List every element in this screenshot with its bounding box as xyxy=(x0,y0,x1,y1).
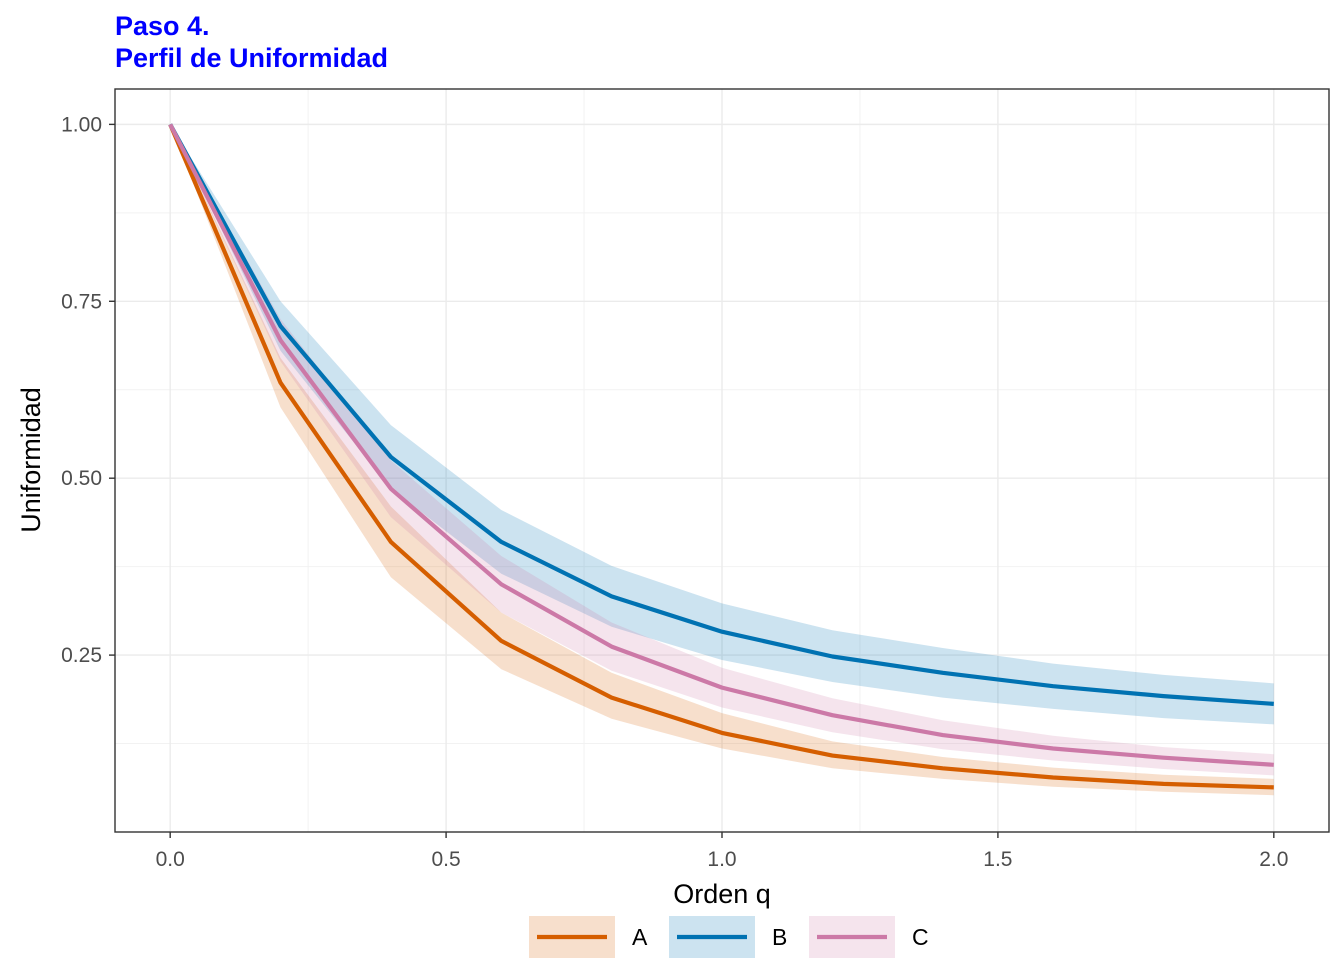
legend: A B C xyxy=(529,916,929,958)
y-tick-label: 0.25 xyxy=(61,644,102,667)
x-tick-label: 1.0 xyxy=(707,848,736,871)
legend-item-b: B xyxy=(669,916,787,958)
ribbon-b xyxy=(170,124,1274,725)
y-tick-label: 0.50 xyxy=(61,467,102,490)
legend-label: C xyxy=(912,924,929,950)
series-line-b xyxy=(168,123,1274,706)
x-axis: 0.0 0.5 1.0 1.5 2.0 xyxy=(156,832,1288,871)
x-tick-label: 2.0 xyxy=(1259,848,1288,871)
x-tick-label: 0.0 xyxy=(156,848,185,871)
confidence-ribbons xyxy=(170,124,1274,796)
chart-title-line1: Paso 4. xyxy=(115,11,210,41)
grid-lines xyxy=(115,89,1329,832)
legend-label: A xyxy=(632,924,648,950)
legend-item-a: A xyxy=(529,916,648,958)
legend-item-c: C xyxy=(809,916,929,958)
y-axis-label: Uniformidad xyxy=(16,387,46,533)
x-axis-label: Orden q xyxy=(673,879,771,909)
series-line-a xyxy=(168,123,1274,790)
series-lines xyxy=(168,123,1274,790)
y-axis: 0.25 0.50 0.75 1.00 xyxy=(61,113,115,667)
x-tick-label: 0.5 xyxy=(431,848,460,871)
y-tick-label: 0.75 xyxy=(61,290,102,313)
chart-title: Paso 4. Perfil de Uniformidad xyxy=(115,10,388,74)
chart-title-line2: Perfil de Uniformidad xyxy=(115,43,389,73)
x-tick-label: 1.5 xyxy=(983,848,1012,871)
legend-label: B xyxy=(772,924,787,950)
y-tick-label: 1.00 xyxy=(61,113,102,136)
series-line-c xyxy=(168,123,1274,767)
